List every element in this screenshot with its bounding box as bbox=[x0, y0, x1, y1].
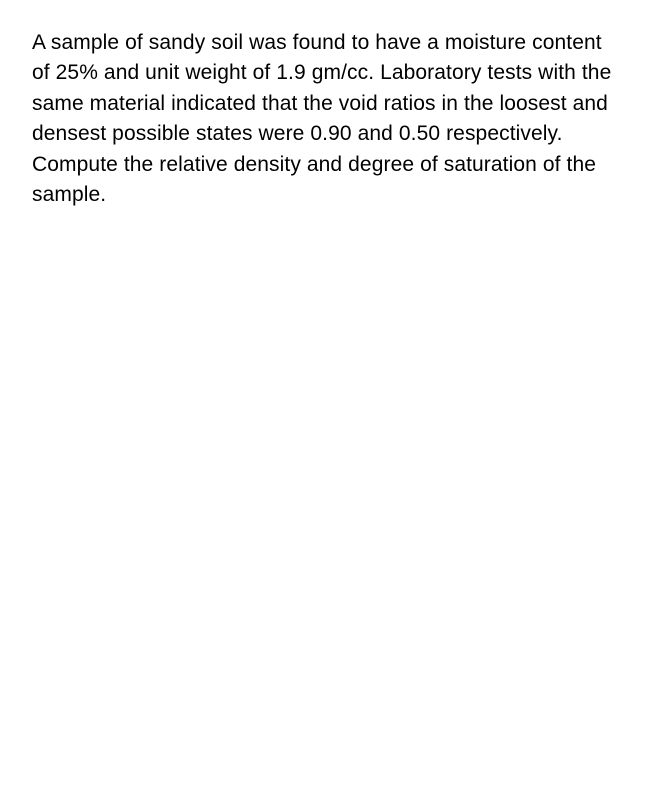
problem-statement: A sample of sandy soil was found to have… bbox=[32, 28, 620, 211]
